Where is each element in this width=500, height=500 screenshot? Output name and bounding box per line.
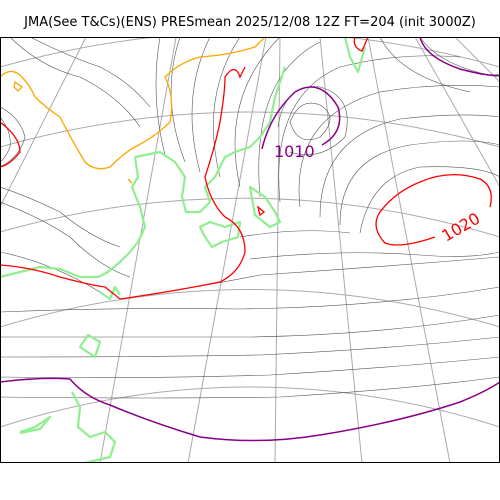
isobar-990 — [0, 37, 266, 184]
isobars — [0, 37, 500, 399]
isobar-1000 — [0, 37, 492, 300]
isobar-1010 — [0, 37, 500, 442]
coastlines — [0, 37, 367, 463]
graticule — [0, 37, 500, 463]
contour-label-1010: 1010 — [274, 142, 315, 161]
map-title: JMA(See T&Cs)(ENS) PRESmean 2025/12/08 1… — [24, 15, 476, 30]
pressure-map: 1010 1020 — [0, 37, 500, 463]
contour-label-1020: 1020 — [439, 209, 484, 246]
